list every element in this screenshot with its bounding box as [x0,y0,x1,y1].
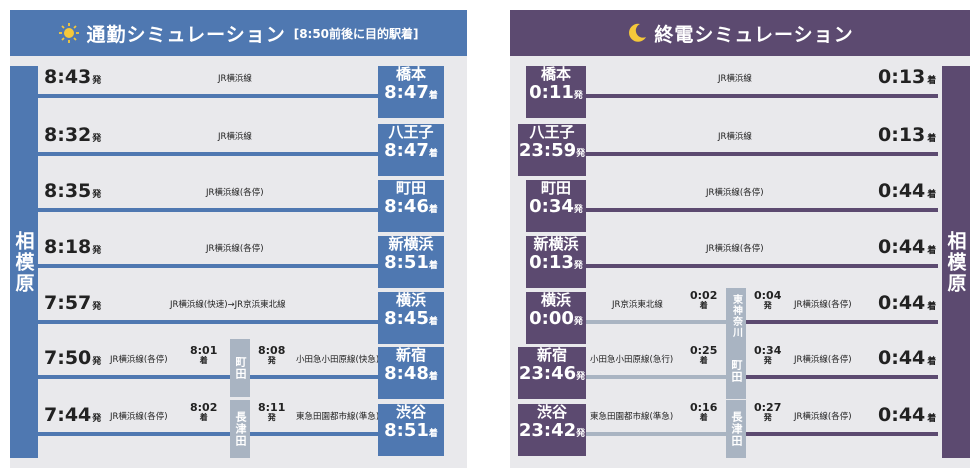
transfer-arrival-time: 8:02 着 [190,401,218,422]
origin-box: 町田 0:34発 [526,180,586,232]
lasttrain-row: 八王子 23:59発 JR横浜線 0:13 着 [518,124,938,176]
departure-time: 7:57発 [44,292,102,314]
commute-row: 8:32発 JR横浜線 八王子 8:47着 [38,124,467,176]
arrival-time: 0:13 着 [878,66,937,88]
line-name-2: 小田急小田原線(快急) [296,355,380,365]
departure-time: 8:18発 [44,236,102,258]
commute-row: 7:57発 JR横浜線(快速)→JR京浜東北線 横浜 8:45着 [38,292,467,344]
commute-row-transfer: 7:50発 JR横浜線(各停) 8:01 着 町田 8:08 発 小田急小田原線(快… [38,339,467,399]
line-name: JR横浜線(快速)→JR京浜東北線 [170,300,286,310]
lasttrain-title: 終電シミュレーション [654,23,854,46]
transfer-departure-time: 0:34 発 [754,344,782,365]
arrival-time: 0:44 着 [878,236,937,258]
line-name: 小田急小田原線(急行) [590,355,674,365]
destination-box: 横浜 8:45着 [378,292,444,344]
transfer-station: 長津田 [726,400,746,458]
origin-station-label: 相模原 [12,230,35,294]
destination-box: 新横浜 8:51着 [378,236,444,288]
line-name: JR横浜線(各停) [706,244,764,254]
lasttrain-row: 橋本 0:11発 JR横浜線 0:13 着 [518,66,938,118]
transfer-arrival-time: 0:02 着 [690,289,718,310]
transfer-station: 町田 [230,339,250,397]
destination-station-bar: 相模原 [942,66,970,458]
transfer-station: 長津田 [230,400,250,458]
departure-time: 8:32発 [44,124,102,146]
line-name: JR横浜線 [218,74,252,84]
commute-subtitle: [8:50前後に目的駅着] [293,26,419,41]
destination-box: 町田 8:46着 [378,180,444,232]
origin-box: 横浜 0:00発 [526,292,586,344]
commute-header: 通勤シミュレーション [8:50前後に目的駅着] [10,10,467,56]
lasttrain-row: 新横浜 0:13発 JR横浜線(各停) 0:44 着 [518,236,938,288]
transfer-departure-time: 0:04 発 [754,289,782,310]
destination-box: 八王子 8:47着 [378,124,444,176]
transfer-departure-time: 8:11 発 [258,401,286,422]
destination-box: 新宿 8:48着 [378,347,444,399]
transfer-station: 町田 [726,343,746,399]
lasttrain-panel: 終電シミュレーション 相模原 橋本 0:11発 JR横浜線 0:13 着 八王子 23… [510,10,970,468]
commute-title: 通勤シミュレーション [86,23,286,46]
line-name: JR京浜東北線 [612,300,663,310]
line-name: JR横浜線 [218,132,252,142]
departure-time: 7:50発 [44,347,102,369]
origin-station-bar: 相模原 [10,66,38,458]
destination-box: 渋谷 8:51着 [378,404,444,456]
commute-row-transfer: 7:44発 JR横浜線(各停) 8:02 着 長津田 8:11 発 東急田園都市線(… [38,400,467,458]
line-name: JR横浜線 [718,74,752,84]
transfer-arrival-time: 8:01 着 [190,344,218,365]
departure-time: 8:35発 [44,180,102,202]
line-name: JR横浜線(各停) [206,188,264,198]
line-name: JR横浜線(各停) [206,244,264,254]
lasttrain-row: 町田 0:34発 JR横浜線(各停) 0:44 着 [518,180,938,232]
line-name-2: JR横浜線(各停) [794,412,852,422]
transfer-arrival-time: 0:25 着 [690,344,718,365]
origin-box: 新横浜 0:13発 [526,236,586,288]
origin-box: 新宿 23:46発 [518,347,586,399]
commute-panel: 通勤シミュレーション [8:50前後に目的駅着] 相模原 8:43発 JR横浜線… [10,10,467,468]
line-name-2: 東急田園都市線(準急) [296,412,380,422]
lasttrain-row-transfer: 横浜 0:00発 JR京浜東北線 0:02 着 東神奈川 0:04 発 JR横浜線(各… [518,288,938,344]
arrival-time: 0:44 着 [878,347,937,369]
arrival-time: 0:44 着 [878,180,937,202]
line-name: JR横浜線 [718,132,752,142]
line-name: JR横浜線(各停) [706,188,764,198]
departure-time: 7:44発 [44,404,102,426]
destination-station-label: 相模原 [944,230,967,294]
commute-row: 8:43発 JR横浜線 橋本 8:47着 [38,66,467,118]
transfer-departure-time: 8:08 発 [258,344,286,365]
lasttrain-row-transfer: 渋谷 23:42発 東急田園都市線(準急) 0:16 着 長津田 0:27 発 JR横… [518,400,938,458]
destination-box: 橋本 8:47着 [378,66,444,118]
lasttrain-header: 終電シミュレーション [510,10,970,56]
moon-icon [629,23,647,42]
origin-box: 橋本 0:11発 [526,66,586,118]
transfer-departure-time: 0:27 発 [754,401,782,422]
line-name: JR横浜線(各停) [110,355,168,365]
lasttrain-row-transfer: 新宿 23:46発 小田急小田原線(急行) 0:25 着 町田 0:34 発 JR横浜… [518,343,938,399]
transfer-station: 東神奈川 [726,288,746,344]
sun-icon [59,23,80,43]
line-name-2: JR横浜線(各停) [794,355,852,365]
commute-row: 8:35発 JR横浜線(各停) 町田 8:46着 [38,180,467,232]
line-name: JR横浜線(各停) [110,412,168,422]
arrival-time: 0:13 着 [878,124,937,146]
arrival-time: 0:44 着 [878,404,937,426]
transfer-arrival-time: 0:16 着 [690,401,718,422]
commute-row: 8:18発 JR横浜線(各停) 新横浜 8:51着 [38,236,467,288]
origin-box: 八王子 23:59発 [518,124,586,176]
line-name-2: JR横浜線(各停) [794,300,852,310]
origin-box: 渋谷 23:42発 [518,404,586,456]
departure-time: 8:43発 [44,66,102,88]
line-name: 東急田園都市線(準急) [590,412,674,422]
arrival-time: 0:44 着 [878,292,937,314]
